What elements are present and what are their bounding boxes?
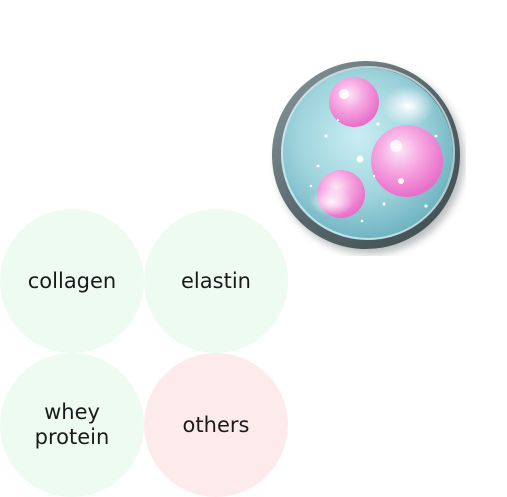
collagen-sphere-illustration xyxy=(266,56,466,256)
option-elastin-label: elastin xyxy=(181,268,251,293)
option-others-label: others xyxy=(182,412,250,437)
option-collagen-label: collagen xyxy=(27,268,117,293)
option-elastin-button[interactable]: elastin xyxy=(144,209,288,353)
option-collagen-button[interactable]: collagen xyxy=(0,209,144,353)
option-whey-protein-button[interactable]: whey protein xyxy=(0,353,144,497)
option-others-button[interactable]: others xyxy=(144,353,288,497)
option-whey-protein-label: whey protein xyxy=(34,400,110,449)
collagen-sphere-icon xyxy=(272,61,464,254)
